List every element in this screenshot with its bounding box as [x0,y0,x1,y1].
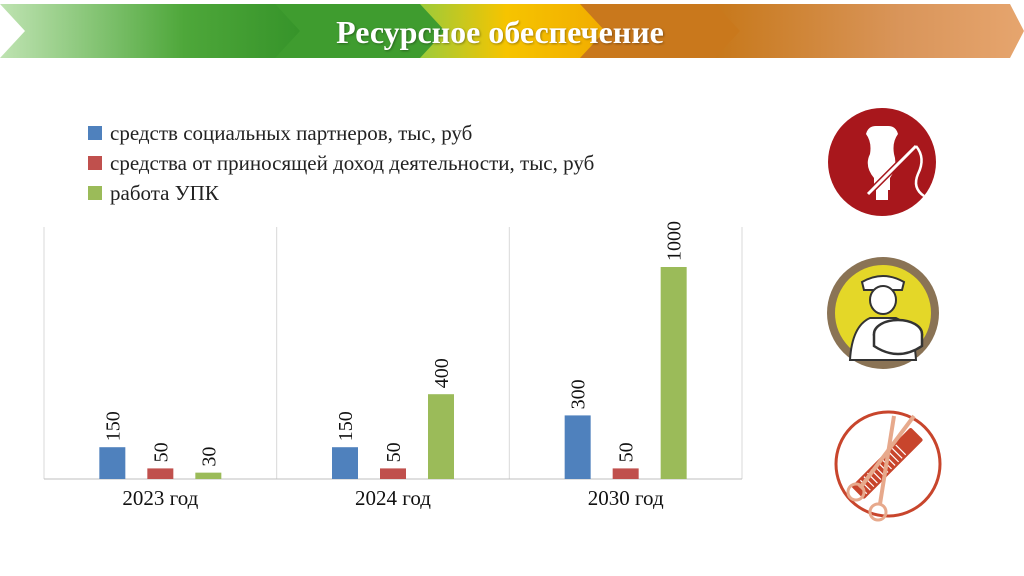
tick-label: 2030 год [588,486,664,510]
legend-label: работа УПК [110,180,219,205]
chart-bars [99,267,687,479]
legend-item: средства от приносящей доход деятельност… [88,148,594,178]
legend-swatch [88,156,102,170]
banner-segment-2 [275,4,480,58]
mannequin-needle-icon [828,108,936,216]
legend-swatch [88,126,102,140]
chart-frame [43,227,743,480]
banner-segment-5 [715,4,1024,58]
data-label: 1000 [664,221,686,261]
data-label: 50 [616,442,638,462]
data-label: 30 [198,447,220,467]
data-label: 400 [431,358,453,388]
data-label: 50 [383,442,405,462]
bar [99,447,126,479]
data-label: 150 [335,411,357,441]
bar [612,468,639,479]
page-title: Ресурсное обеспечение [336,14,664,50]
legend-label: средства от приносящей доход деятельност… [110,150,595,175]
bar [660,267,687,479]
data-label: 50 [150,442,172,462]
legend-item: средств социальных партнеров, тыс, руб [88,118,594,148]
banner-segment-1 [0,4,335,58]
tick-label: 2024 год [355,486,431,510]
data-label: 150 [102,411,124,441]
bar [428,394,454,479]
bar [564,415,591,479]
scissors-comb-icon [834,410,942,522]
data-label: 300 [568,379,590,409]
banner-segment-3 [420,4,635,58]
chart-legend: средств социальных партнеров, тыс, руб с… [88,118,594,208]
bar [380,468,406,479]
tick-label: 2023 год [122,486,198,510]
bar [332,447,358,479]
legend-item: работа УПК [88,178,594,208]
legend-swatch [88,186,102,200]
bar [147,468,174,479]
cheesemaker-icon [827,257,939,369]
title-banner [0,4,1024,58]
bar [195,472,222,479]
legend-label: средств социальных партнеров, тыс, руб [110,120,473,145]
